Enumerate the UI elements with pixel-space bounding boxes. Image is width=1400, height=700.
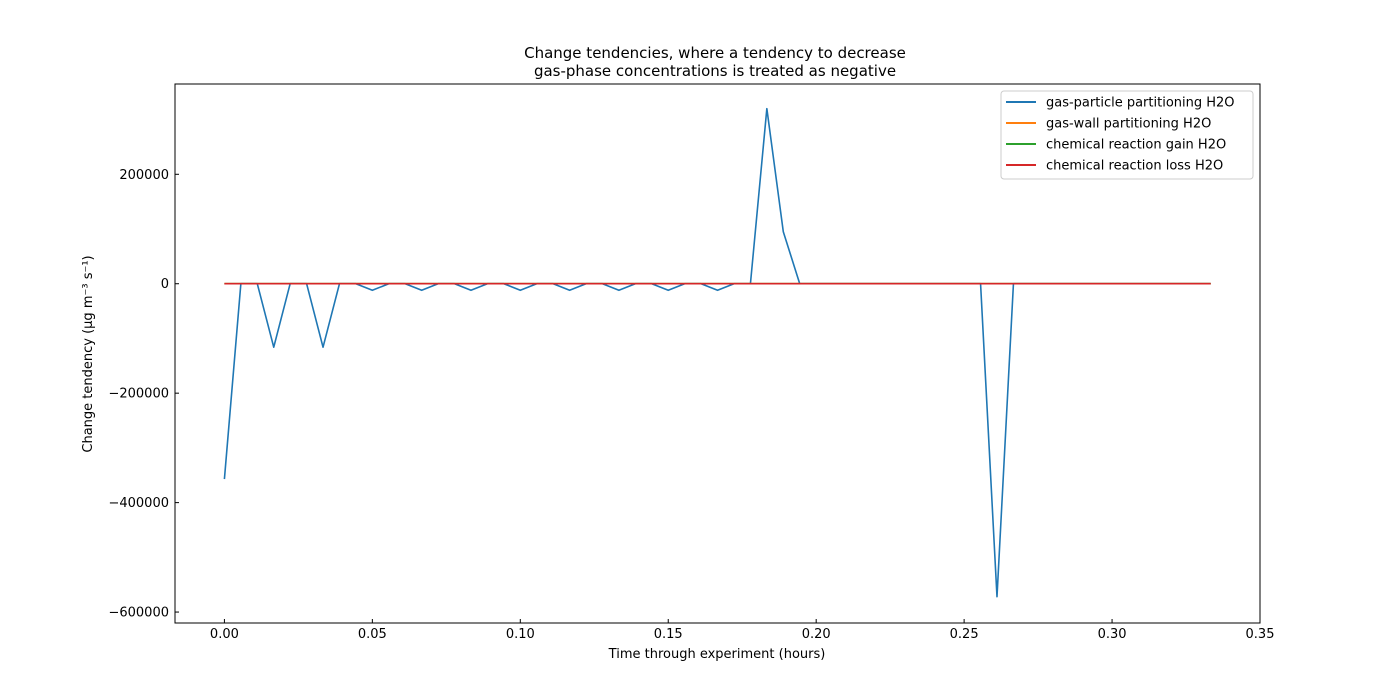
y-tick-label: −200000 <box>108 387 169 402</box>
legend: gas-particle partitioning H2O gas-wall pa… <box>1000 90 1254 180</box>
y-tick-label: 200000 <box>119 168 169 183</box>
chart-title-line1: Change tendencies, where a tendency to d… <box>524 44 906 62</box>
x-axis-label: Time through experiment (hours) <box>608 647 826 662</box>
x-tick-label: 0.20 <box>802 627 831 642</box>
y-tick-label: −600000 <box>108 606 169 621</box>
x-tick-label: 0.30 <box>1098 627 1127 642</box>
chart-title-line2: gas-phase concentrations is treated as n… <box>534 62 896 80</box>
y-tick-label: −400000 <box>108 496 169 511</box>
x-tick-label: 0.25 <box>950 627 979 642</box>
series-line-0 <box>223 107 1211 598</box>
x-axis: 0.00 0.05 0.10 0.15 0.20 0.25 0.30 0.35 <box>210 619 1275 642</box>
x-tick-label: 0.15 <box>654 627 683 642</box>
x-tick-label: 0.10 <box>506 627 535 642</box>
legend-label-0: gas-particle partitioning H2O <box>1046 96 1235 111</box>
x-tick-label: 0.00 <box>210 627 239 642</box>
y-tick-label: 0 <box>161 277 169 292</box>
legend-label-1: gas-wall partitioning H2O <box>1046 117 1211 132</box>
legend-frame <box>1000 90 1254 180</box>
x-tick-label: 0.35 <box>1246 627 1275 642</box>
legend-label-2: chemical reaction gain H2O <box>1046 138 1226 153</box>
y-axis-label: Change tendency (μg m⁻³ s⁻¹) <box>81 255 96 452</box>
plot-frame <box>174 83 1261 624</box>
x-tick-label: 0.05 <box>358 627 387 642</box>
plot-lines <box>223 107 1211 598</box>
y-axis: −600000 −400000 −200000 0 200000 <box>108 168 179 621</box>
legend-label-3: chemical reaction loss H2O <box>1046 159 1223 174</box>
